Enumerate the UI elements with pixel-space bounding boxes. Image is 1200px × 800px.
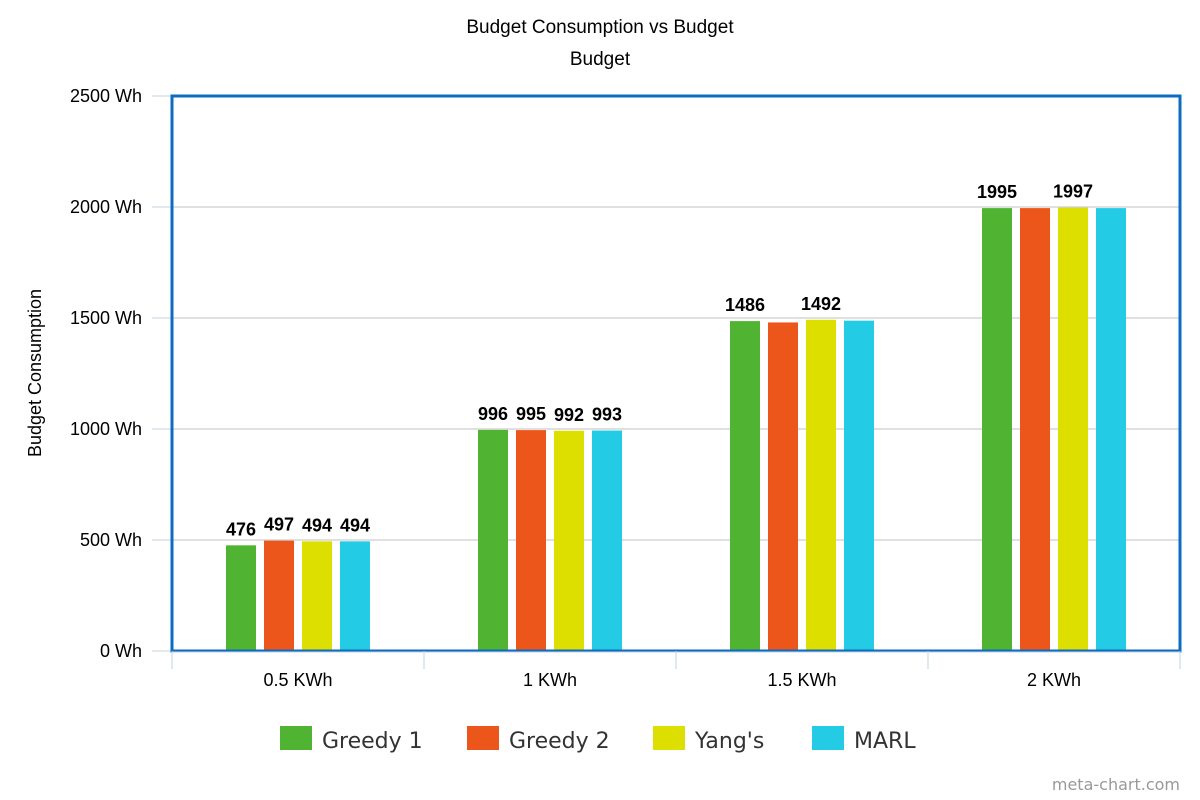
chart-title: Budget Consumption vs Budget [466,17,734,38]
data-label: 1492 [801,294,841,314]
data-label: 1997 [1053,182,1093,202]
bar [302,541,332,651]
x-tick-label: 2 KWh [1027,670,1081,690]
x-tick-label: 1.5 KWh [767,670,836,690]
y-tick-label: 2500 Wh [70,86,142,106]
data-label: 996 [478,404,508,424]
x-tick-label: 1 KWh [523,670,577,690]
y-axis-ticks: 0 Wh 500 Wh 1000 Wh 1500 Wh 2000 Wh 2500 Wh [70,86,172,661]
legend-swatch [653,726,685,750]
bar [340,541,370,651]
bar [478,429,508,651]
legend-label: Greedy 2 [509,729,610,754]
bar [226,545,256,651]
data-labels: 476 497 494 494 996 995 992 993 1486 1492 1995 1997 [226,182,1093,540]
data-label: 993 [592,405,622,425]
bar [264,540,294,651]
x-tick-label: 0.5 KWh [263,670,332,690]
data-label: 995 [516,404,546,424]
data-label: 494 [340,515,370,535]
data-label: 497 [264,515,294,535]
bar [730,321,760,651]
bar [1020,208,1050,652]
legend: Greedy 1 Greedy 2 Yang's MARL [280,726,916,754]
bar [1096,208,1126,652]
y-tick-label: 1500 Wh [70,308,142,328]
legend-label: Yang's [694,729,764,754]
legend-swatch [812,726,844,750]
credit-text: meta-chart.com [1052,775,1180,794]
bar [806,319,836,651]
legend-label: MARL [854,729,916,754]
y-axis-title: Budget Consumption [25,289,45,457]
bar [1058,207,1088,651]
bar [554,430,584,651]
legend-swatch [467,726,499,750]
y-tick-label: 500 Wh [80,530,142,550]
data-label: 476 [226,519,256,539]
y-tick-label: 0 Wh [100,641,142,661]
y-tick-label: 2000 Wh [70,197,142,217]
chart-subtitle: Budget [570,49,631,70]
bar [844,320,874,651]
y-tick-label: 1000 Wh [70,419,142,439]
bar [592,430,622,651]
data-label: 992 [554,405,584,425]
legend-label: Greedy 1 [322,729,423,754]
bar [982,208,1012,652]
bar [516,430,546,651]
data-label: 1995 [977,182,1017,202]
data-label: 494 [302,515,332,535]
legend-swatch [280,726,312,750]
data-label: 1486 [725,295,765,315]
x-axis: 0.5 KWh 1 KWh 1.5 KWh 2 KWh [171,651,1181,690]
bars [226,207,1126,652]
bar [768,322,798,651]
